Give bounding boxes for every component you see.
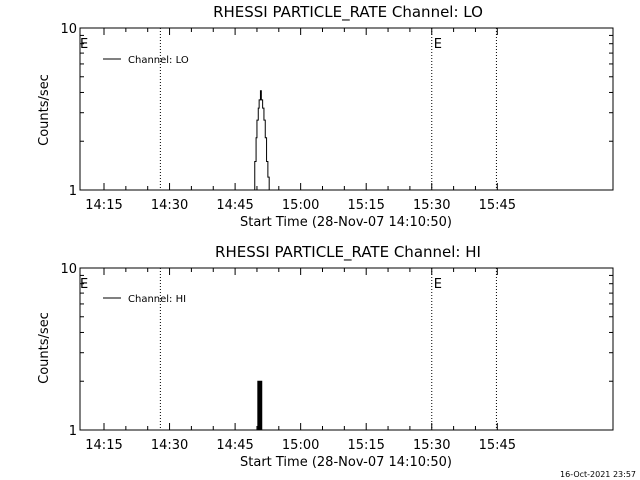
series-line	[257, 380, 263, 431]
x-tick-label: 14:30	[151, 438, 188, 453]
x-tick-label: 15:00	[282, 198, 319, 213]
hi-channel-panel: RHESSI PARTICLE_RATE Channel: HI Counts/…	[37, 243, 614, 470]
plot-frame	[79, 267, 614, 431]
x-axis-label: Start Time (28-Nov-07 14:10:50)	[240, 455, 452, 470]
footer-timestamp: 16-Oct-2021 23:57	[560, 470, 636, 479]
x-tick-label: 14:45	[216, 198, 253, 213]
event-label: E	[434, 37, 442, 52]
x-tick-label: 15:15	[347, 438, 384, 453]
x-tick-label: 15:45	[479, 438, 516, 453]
event-label: E	[434, 277, 442, 292]
y-tick-label: 1	[69, 184, 77, 199]
x-tick-label: 15:30	[413, 438, 450, 453]
y-axis-label: Counts/sec	[37, 312, 52, 384]
x-tick-label: 14:30	[151, 198, 188, 213]
panel-title: RHESSI PARTICLE_RATE Channel: LO	[213, 3, 483, 22]
x-axis-label: Start Time (28-Nov-07 14:10:50)	[240, 215, 452, 230]
lo-channel-panel: RHESSI PARTICLE_RATE Channel: LO Counts/…	[37, 3, 614, 230]
legend-label: Channel: HI	[128, 294, 186, 305]
x-tick-label: 15:15	[347, 198, 384, 213]
y-tick-label: 1	[69, 424, 77, 439]
left-event-marker: E	[80, 277, 88, 292]
left-event-marker: E	[80, 37, 88, 52]
x-tick-label: 15:30	[413, 198, 450, 213]
series-line	[253, 90, 271, 191]
x-tick-label: 14:45	[216, 438, 253, 453]
y-tick-label: 10	[60, 262, 77, 277]
legend-label: Channel: LO	[128, 55, 189, 66]
y-tick-label: 10	[60, 22, 77, 37]
x-tick-label: 14:15	[85, 198, 122, 213]
panel-title: RHESSI PARTICLE_RATE Channel: HI	[215, 243, 481, 262]
x-tick-label: 14:15	[85, 438, 122, 453]
x-tick-label: 15:00	[282, 438, 319, 453]
y-axis-label: Counts/sec	[37, 74, 52, 146]
plot-frame	[79, 27, 614, 191]
x-tick-label: 15:45	[479, 198, 516, 213]
